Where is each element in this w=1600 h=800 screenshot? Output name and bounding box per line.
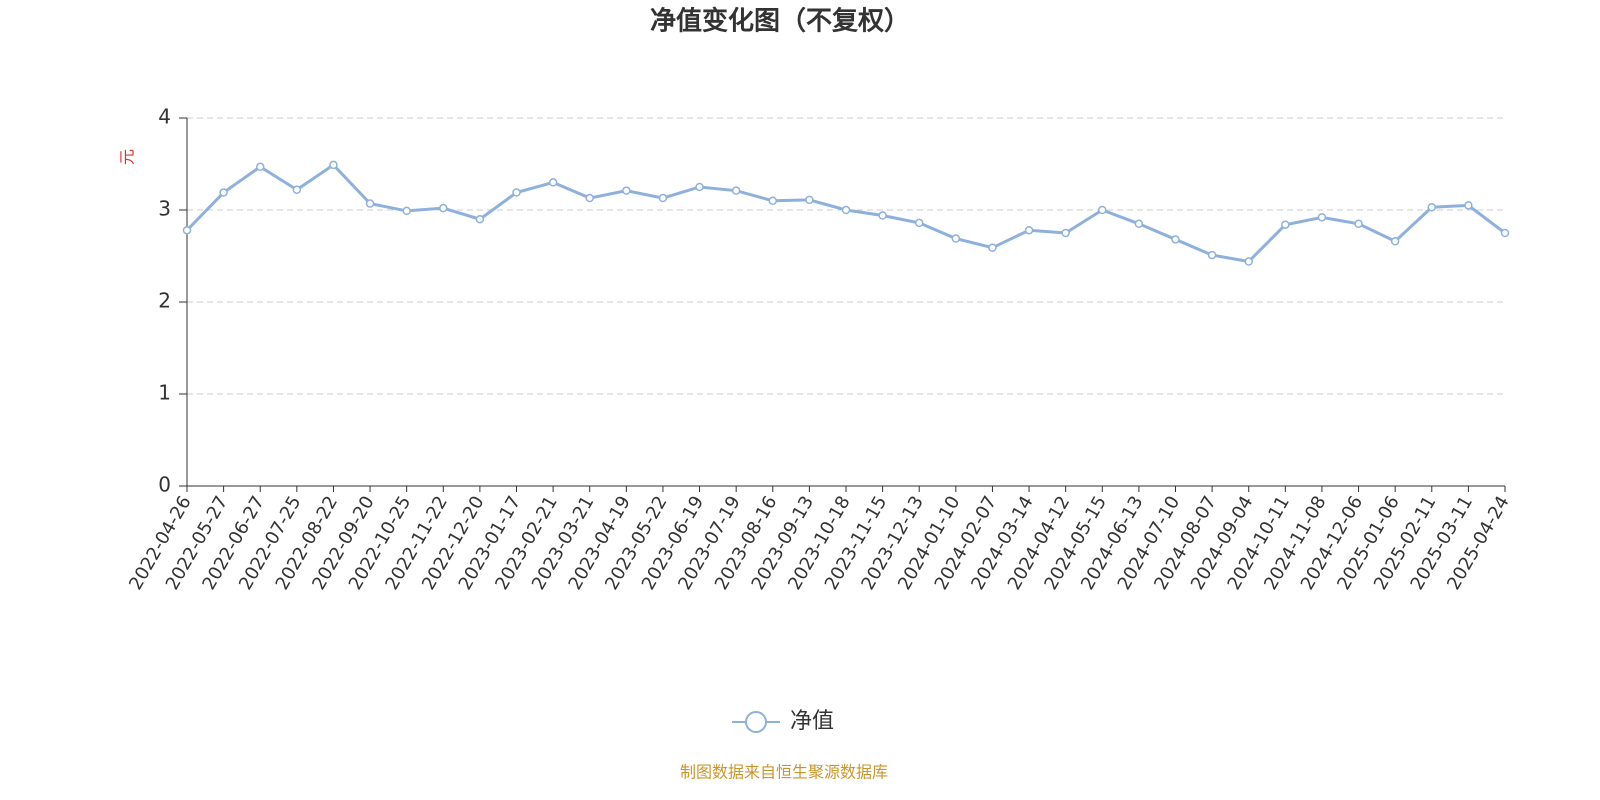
- point: [878, 211, 887, 220]
- point: [1500, 228, 1510, 238]
- point: [1024, 225, 1034, 235]
- point: [439, 203, 448, 213]
- point: [402, 206, 411, 216]
- point: [1281, 220, 1290, 229]
- point: [475, 214, 485, 224]
- point: [988, 243, 997, 252]
- y-tick-label: 0: [158, 473, 171, 497]
- y-tick-label: 4: [158, 105, 171, 129]
- point: [1354, 219, 1363, 229]
- point: [1098, 205, 1107, 215]
- point: [1134, 219, 1144, 229]
- point: [182, 225, 192, 235]
- point: [365, 199, 375, 208]
- y-axis-label: 元: [118, 149, 137, 165]
- point: [768, 196, 778, 206]
- y-tick-label: 2: [158, 289, 171, 313]
- source: 制图数据来自恒生聚源数据库: [680, 763, 888, 782]
- point: [255, 162, 265, 172]
- point: [658, 193, 668, 203]
- point: [1427, 202, 1437, 212]
- point: [219, 188, 228, 197]
- chart-title: 净值变化图（不复权）: [650, 6, 910, 37]
- point: [841, 205, 851, 215]
- point: [1390, 237, 1400, 246]
- y-tick-label: 1: [158, 381, 171, 405]
- point: [585, 193, 594, 203]
- point: [1061, 228, 1070, 238]
- point: [1464, 201, 1473, 210]
- point: [1171, 235, 1180, 244]
- point: [1244, 257, 1253, 266]
- point: [1207, 250, 1217, 260]
- point: [512, 188, 521, 197]
- point: [1317, 213, 1327, 222]
- point: [914, 218, 924, 228]
- point: [622, 186, 631, 195]
- point: [951, 234, 961, 243]
- legend-marker: [745, 711, 767, 733]
- legend-label: 净值: [790, 709, 834, 734]
- point: [292, 185, 302, 195]
- point: [731, 186, 741, 195]
- point: [329, 160, 338, 170]
- point: [548, 178, 558, 187]
- point: [695, 182, 704, 192]
- point: [805, 195, 814, 205]
- y-tick-label: 3: [158, 197, 171, 221]
